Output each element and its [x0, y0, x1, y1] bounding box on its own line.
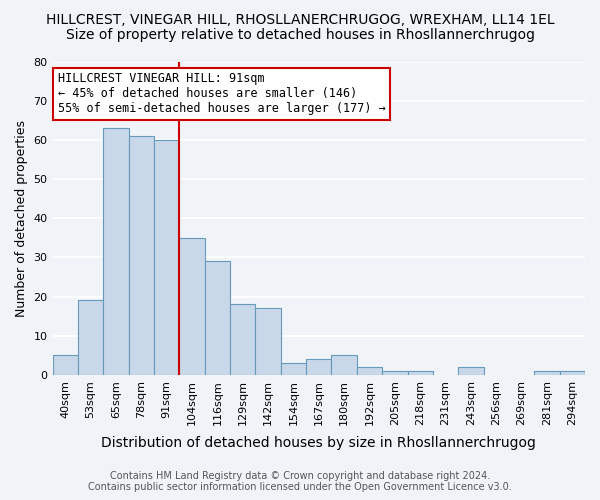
Bar	[103, 128, 128, 375]
Bar	[154, 140, 179, 375]
Bar	[78, 300, 103, 375]
Bar	[534, 371, 560, 375]
Bar	[458, 367, 484, 375]
Text: Contains HM Land Registry data © Crown copyright and database right 2024.
Contai: Contains HM Land Registry data © Crown c…	[88, 471, 512, 492]
Bar	[128, 136, 154, 375]
Text: Size of property relative to detached houses in Rhosllannerchrugog: Size of property relative to detached ho…	[65, 28, 535, 42]
Bar	[179, 238, 205, 375]
Bar	[256, 308, 281, 375]
X-axis label: Distribution of detached houses by size in Rhosllannerchrugog: Distribution of detached houses by size …	[101, 436, 536, 450]
Bar	[407, 371, 433, 375]
Text: HILLCREST VINEGAR HILL: 91sqm
← 45% of detached houses are smaller (146)
55% of : HILLCREST VINEGAR HILL: 91sqm ← 45% of d…	[58, 72, 386, 116]
Text: HILLCREST, VINEGAR HILL, RHOSLLANERCHRUGOG, WREXHAM, LL14 1EL: HILLCREST, VINEGAR HILL, RHOSLLANERCHRUG…	[46, 12, 554, 26]
Bar	[382, 371, 407, 375]
Bar	[281, 363, 306, 375]
Y-axis label: Number of detached properties: Number of detached properties	[15, 120, 28, 316]
Bar	[205, 262, 230, 375]
Bar	[306, 359, 331, 375]
Bar	[53, 356, 78, 375]
Bar	[357, 367, 382, 375]
Bar	[230, 304, 256, 375]
Bar	[560, 371, 585, 375]
Bar	[331, 356, 357, 375]
